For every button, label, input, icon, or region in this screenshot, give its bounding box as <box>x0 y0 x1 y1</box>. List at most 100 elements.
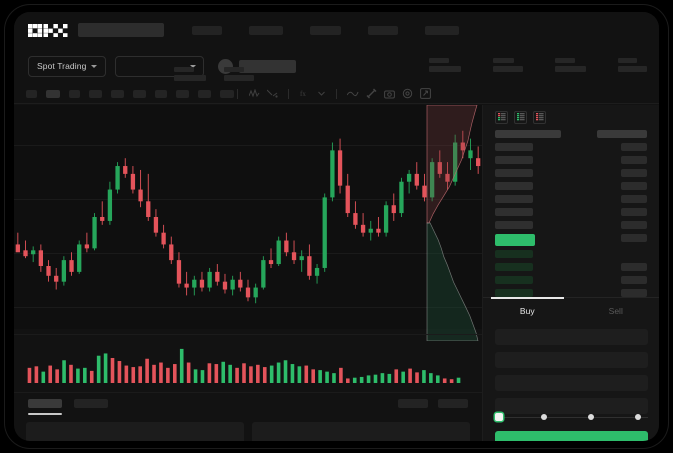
order-extra-field[interactable] <box>495 398 648 414</box>
orderbook-ask-row[interactable] <box>495 221 533 229</box>
volume-bar <box>242 363 246 383</box>
chevron-down-icon <box>190 64 197 68</box>
candle-body <box>299 256 304 261</box>
candle-body <box>330 150 335 198</box>
slider-step-3[interactable] <box>635 414 641 420</box>
camera-icon[interactable] <box>384 89 395 99</box>
timeframe-chip-4[interactable] <box>111 89 124 98</box>
candle-body <box>169 244 174 261</box>
timeframe-chip-9[interactable] <box>220 89 234 98</box>
volume-bar <box>311 369 316 383</box>
amount-percent-slider[interactable] <box>495 413 648 423</box>
text-tool-icon[interactable]: fx <box>299 89 310 98</box>
slider-step-2[interactable] <box>588 414 594 420</box>
timeframe-chip-2[interactable] <box>69 89 80 98</box>
orderbook-header-left <box>495 130 561 138</box>
candle-body <box>207 271 212 288</box>
slider-step-0[interactable] <box>495 413 503 421</box>
fullscreen-icon[interactable] <box>420 88 431 99</box>
candle-body <box>376 228 381 233</box>
timeframe-chip-3[interactable] <box>89 89 102 98</box>
timeframe-chip-7[interactable] <box>176 89 189 98</box>
candle-body <box>445 173 450 182</box>
bottom-card-right[interactable] <box>252 422 470 441</box>
primary-nav-links <box>192 25 459 35</box>
volume-histogram <box>14 334 482 390</box>
orderbook-ask-row[interactable] <box>495 143 533 151</box>
candlestick-chart[interactable] <box>14 105 482 329</box>
market-stat-value <box>224 75 254 81</box>
depth-bid-area <box>426 222 479 341</box>
orderbook-ask-row[interactable] <box>495 169 533 177</box>
bottom-action-2[interactable] <box>438 399 468 408</box>
candle-body <box>360 224 366 233</box>
market-stat <box>618 58 647 72</box>
candle-body <box>284 240 289 253</box>
nav-link-3[interactable] <box>310 25 341 35</box>
orderbook-mode-bids[interactable] <box>514 111 527 124</box>
timeframe-chip-6[interactable] <box>155 89 167 98</box>
orderbook-ask-row[interactable] <box>495 208 533 216</box>
market-type-label: Spot Trading <box>37 61 87 71</box>
volume-bar <box>55 369 59 383</box>
nav-link-4[interactable] <box>368 25 398 35</box>
timeframe-chip-8[interactable] <box>198 89 211 98</box>
orderbook-ask-row[interactable] <box>495 182 533 190</box>
okx-logo[interactable] <box>28 23 68 37</box>
orderbook-mode-asks[interactable] <box>533 111 546 124</box>
line-chart-icon[interactable] <box>347 89 359 98</box>
volume-bar <box>442 378 447 383</box>
candle-body <box>15 244 20 253</box>
volume-bar <box>207 363 212 383</box>
orderbook-last-price[interactable] <box>495 234 535 246</box>
chevron-down-icon[interactable] <box>317 89 326 98</box>
market-type-dropdown[interactable]: Spot Trading <box>28 55 107 77</box>
volume-bar <box>27 367 32 383</box>
nav-link-5[interactable] <box>425 25 459 35</box>
trend-line-icon[interactable] <box>267 89 278 98</box>
bottom-tab-open-orders[interactable] <box>28 399 62 408</box>
bottom-tab-order-history[interactable] <box>74 399 108 408</box>
volume-bar <box>41 371 46 383</box>
orderbook-bid-row[interactable] <box>495 250 533 258</box>
bottom-action-1[interactable] <box>398 399 428 408</box>
indicator-wave-icon[interactable] <box>249 89 260 98</box>
nav-link-2[interactable] <box>249 25 283 35</box>
candle-body <box>69 260 74 272</box>
volume-bar <box>297 366 302 383</box>
orderbook-ask-row[interactable] <box>495 195 533 203</box>
volume-bar <box>373 374 378 383</box>
orderbook-ask-row[interactable] <box>495 156 533 164</box>
tab-buy[interactable]: Buy <box>483 297 572 323</box>
timeframe-chip-0[interactable] <box>26 89 37 98</box>
bottom-card-left[interactable] <box>26 422 244 441</box>
orderbook-bid-row[interactable] <box>495 263 533 271</box>
order-price-field[interactable] <box>495 329 648 345</box>
slider-step-1[interactable] <box>541 414 547 420</box>
market-stat-label <box>429 58 449 63</box>
magnet-icon[interactable] <box>366 88 377 99</box>
timeframe-chip-1[interactable] <box>46 89 60 98</box>
order-amount-field[interactable] <box>495 352 648 368</box>
candle-body <box>176 260 182 284</box>
orderbook-bid-row[interactable] <box>495 276 533 284</box>
orderbook-mode-both[interactable] <box>495 111 508 124</box>
candle-body <box>322 197 327 268</box>
orderbook-bids-icon <box>516 113 525 121</box>
market-sub-header: Spot Trading <box>14 48 659 84</box>
timeframe-chip-5[interactable] <box>133 89 146 98</box>
volume-bar <box>339 367 343 383</box>
volume-bar <box>401 371 405 383</box>
global-search-input[interactable] <box>78 23 164 37</box>
orderbook-rows[interactable] <box>483 130 659 302</box>
submit-buy-button[interactable] <box>495 431 648 441</box>
candle-body <box>230 279 235 290</box>
tab-sell[interactable]: Sell <box>608 305 623 316</box>
settings-gear-icon[interactable] <box>402 88 413 99</box>
order-total-field[interactable] <box>495 375 648 391</box>
volume-bar <box>435 375 440 383</box>
candle-body <box>414 173 419 186</box>
orderbook-bid-row[interactable] <box>495 289 533 297</box>
trading-pair-select[interactable] <box>115 55 205 77</box>
nav-link-1[interactable] <box>192 25 222 35</box>
